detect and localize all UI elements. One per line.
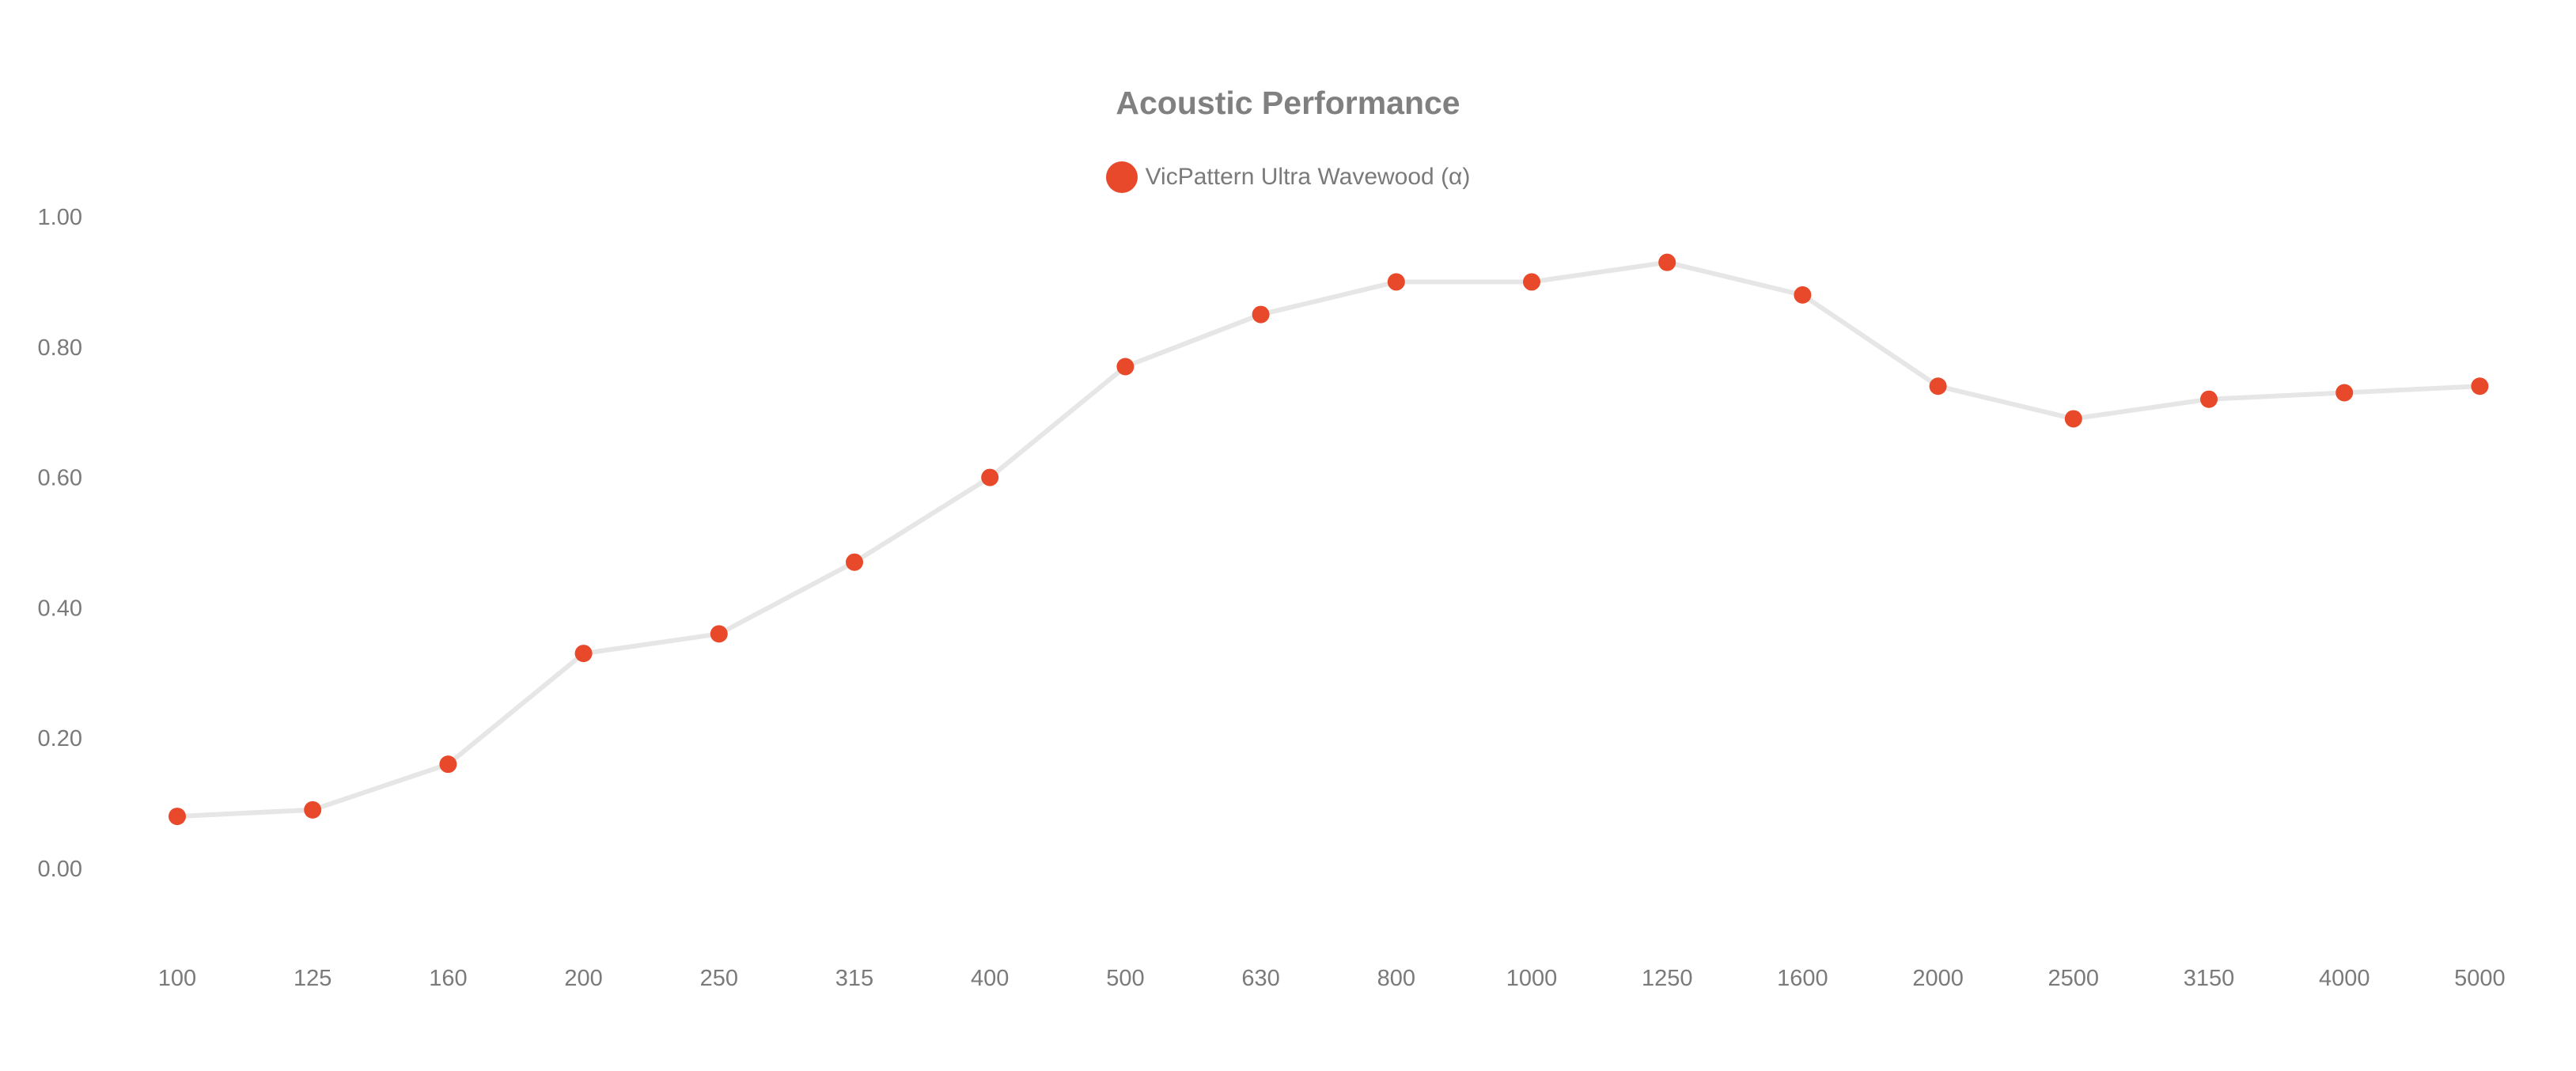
data-point[interactable] bbox=[304, 800, 322, 819]
data-point[interactable] bbox=[1658, 253, 1676, 271]
data-point[interactable] bbox=[1387, 273, 1405, 291]
series-line bbox=[176, 259, 2480, 819]
x-tick-label: 160 bbox=[429, 966, 467, 991]
y-tick-label: 0.80 bbox=[38, 335, 82, 361]
data-point[interactable] bbox=[169, 808, 186, 826]
y-tick-label: 0.00 bbox=[38, 857, 82, 882]
x-tick-label: 2500 bbox=[2048, 966, 2100, 991]
legend-label: VicPattern Ultra Wavewood (α) bbox=[1145, 164, 1471, 190]
series bbox=[169, 253, 2489, 826]
legend-marker-icon bbox=[1105, 161, 1138, 193]
x-tick-label: 315 bbox=[835, 966, 873, 991]
x-tick-label: 250 bbox=[700, 966, 738, 991]
y-tick-label: 0.20 bbox=[38, 726, 82, 751]
data-point[interactable] bbox=[574, 645, 593, 663]
data-point[interactable] bbox=[1794, 286, 1812, 304]
data-point[interactable] bbox=[439, 755, 457, 774]
data-point[interactable] bbox=[1252, 305, 1270, 324]
x-tick-label: 125 bbox=[294, 966, 331, 991]
x-tick-label: 400 bbox=[971, 966, 1009, 991]
x-tick-label: 630 bbox=[1241, 966, 1279, 991]
y-tick-label: 0.60 bbox=[38, 466, 82, 491]
x-tick-label: 3150 bbox=[2184, 966, 2235, 991]
data-point[interactable] bbox=[2200, 390, 2218, 408]
data-point[interactable] bbox=[710, 625, 728, 643]
x-tick-label: 500 bbox=[1106, 966, 1144, 991]
legend[interactable]: VicPattern Ultra Wavewood (α) bbox=[0, 161, 2576, 193]
x-tick-label: 800 bbox=[1377, 966, 1415, 991]
data-point[interactable] bbox=[2335, 384, 2354, 402]
data-point[interactable] bbox=[1929, 377, 1947, 395]
x-tick-label: 100 bbox=[158, 966, 196, 991]
data-point[interactable] bbox=[2471, 377, 2489, 395]
y-axis: 0.00 0.20 0.40 0.60 0.80 1.00 bbox=[38, 205, 82, 882]
x-axis: 100 125 160 200 250 315 400 500 630 800 1000 1250 16… bbox=[158, 966, 2506, 991]
y-tick-label: 1.00 bbox=[38, 205, 82, 230]
chart-title: Acoustic Performance bbox=[1116, 85, 1460, 121]
data-point[interactable] bbox=[2064, 410, 2082, 428]
x-tick-label: 5000 bbox=[2454, 966, 2506, 991]
x-tick-label: 1000 bbox=[1506, 966, 1558, 991]
data-point[interactable] bbox=[1116, 358, 1135, 376]
x-tick-label: 200 bbox=[564, 966, 602, 991]
x-tick-label: 1600 bbox=[1777, 966, 1828, 991]
x-tick-label: 2000 bbox=[1912, 966, 1964, 991]
data-point[interactable] bbox=[981, 468, 999, 486]
x-tick-label: 1250 bbox=[1642, 966, 1693, 991]
data-point[interactable] bbox=[846, 553, 863, 571]
x-tick-label: 4000 bbox=[2319, 966, 2370, 991]
data-point[interactable] bbox=[1523, 273, 1540, 291]
y-tick-label: 0.40 bbox=[38, 596, 82, 621]
